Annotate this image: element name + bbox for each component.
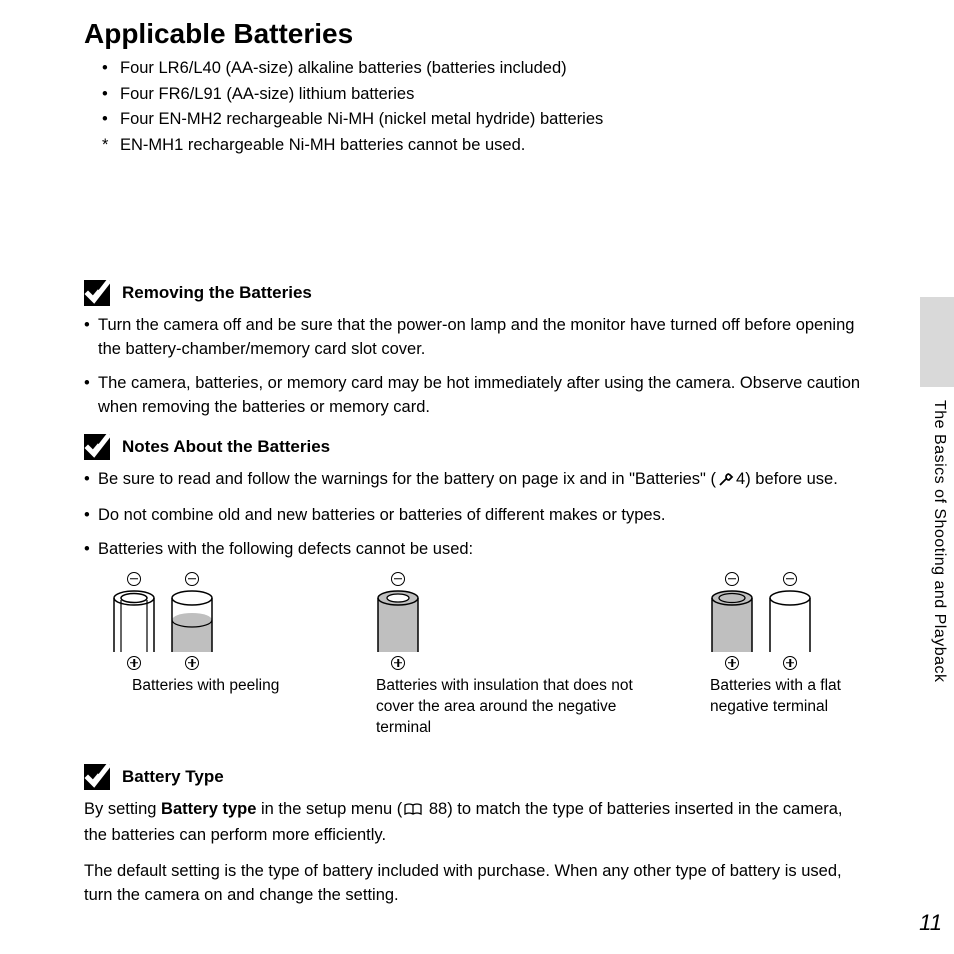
battery-icon bbox=[170, 590, 214, 652]
section-notes-batteries: Notes About the Batteries • Be sure to r… bbox=[84, 434, 862, 739]
section-title: Removing the Batteries bbox=[122, 283, 312, 303]
list-item: * EN-MH1 rechargeable Ni-MH batteries ca… bbox=[102, 133, 862, 159]
paragraph: The default setting is the type of batte… bbox=[84, 860, 862, 908]
section-removing-batteries: Removing the Batteries • Turn the camera… bbox=[84, 280, 862, 420]
list-item: • Four FR6/L91 (AA-size) lithium batteri… bbox=[102, 82, 862, 108]
battery-icon bbox=[112, 590, 156, 652]
plus-terminal-icon bbox=[783, 656, 797, 670]
minus-terminal-icon bbox=[725, 572, 739, 586]
section-title: Notes About the Batteries bbox=[122, 437, 330, 457]
list-item: • Do not combine old and new batteries o… bbox=[84, 504, 862, 528]
list-text: Be sure to read and follow the warnings … bbox=[98, 468, 838, 494]
section-header: Battery Type bbox=[84, 764, 862, 790]
minus-terminal-icon bbox=[185, 572, 199, 586]
bullet: • bbox=[84, 314, 98, 362]
page-content: Applicable Batteries • Four LR6/L40 (AA-… bbox=[0, 0, 862, 908]
list-item: • Four LR6/L40 (AA-size) alkaline batter… bbox=[102, 56, 862, 82]
list-item: • Turn the camera off and be sure that t… bbox=[84, 314, 862, 362]
list-text: EN-MH1 rechargeable Ni-MH batteries cann… bbox=[120, 133, 525, 159]
bullet: * bbox=[102, 133, 120, 159]
note-list: • Turn the camera off and be sure that t… bbox=[84, 314, 862, 420]
battery-icon bbox=[710, 590, 754, 652]
book-icon bbox=[404, 800, 422, 824]
defect-caption: Batteries with peeling bbox=[132, 676, 302, 697]
list-item: • The camera, batteries, or memory card … bbox=[84, 372, 862, 420]
page-number: 11 bbox=[919, 910, 942, 936]
list-text: Batteries with the following defects can… bbox=[98, 538, 473, 562]
section-header: Removing the Batteries bbox=[84, 280, 862, 306]
section-header: Notes About the Batteries bbox=[84, 434, 862, 460]
plus-terminal-icon bbox=[725, 656, 739, 670]
minus-terminal-icon bbox=[783, 572, 797, 586]
battery-list: • Four LR6/L40 (AA-size) alkaline batter… bbox=[102, 56, 862, 158]
bullet: • bbox=[102, 56, 120, 82]
section-side-label: The Basics of Shooting and Playback bbox=[930, 400, 948, 683]
list-text: Four LR6/L40 (AA-size) alkaline batterie… bbox=[120, 56, 567, 82]
defect-caption: Batteries with insulation that does not … bbox=[376, 676, 636, 739]
note-list: • Be sure to read and follow the warning… bbox=[84, 468, 862, 562]
wrench-icon bbox=[718, 470, 734, 494]
list-text: Turn the camera off and be sure that the… bbox=[98, 314, 862, 362]
defect-caption: Batteries with a flat negative terminal bbox=[710, 676, 880, 718]
plus-terminal-icon bbox=[391, 656, 405, 670]
battery-icon bbox=[376, 590, 420, 652]
bullet: • bbox=[102, 82, 120, 108]
battery-defect-insulation: Batteries with insulation that does not … bbox=[376, 572, 636, 739]
battery-icon bbox=[768, 590, 812, 652]
list-item: • Be sure to read and follow the warning… bbox=[84, 468, 862, 494]
plus-terminal-icon bbox=[185, 656, 199, 670]
checkmark-icon bbox=[84, 280, 110, 306]
bullet: • bbox=[84, 538, 98, 562]
list-text: Four EN-MH2 rechargeable Ni-MH (nickel m… bbox=[120, 107, 603, 133]
section-title: Battery Type bbox=[122, 767, 224, 787]
minus-terminal-icon bbox=[127, 572, 141, 586]
battery-defect-peeling: Batteries with peeling bbox=[112, 572, 302, 739]
battery-defect-illustrations: Batteries with peeling bbox=[112, 572, 862, 739]
list-text: The camera, batteries, or memory card ma… bbox=[98, 372, 862, 420]
bullet: • bbox=[102, 107, 120, 133]
section-battery-type: Battery Type By setting Battery type in … bbox=[84, 764, 862, 908]
list-text: Do not combine old and new batteries or … bbox=[98, 504, 665, 528]
minus-terminal-icon bbox=[391, 572, 405, 586]
checkmark-icon bbox=[84, 434, 110, 460]
list-item: • Four EN-MH2 rechargeable Ni-MH (nickel… bbox=[102, 107, 862, 133]
bullet: • bbox=[84, 468, 98, 494]
bold-text: Battery type bbox=[161, 800, 256, 818]
list-text: Four FR6/L91 (AA-size) lithium batteries bbox=[120, 82, 414, 108]
battery-defect-flat-terminal: Batteries with a flat negative terminal bbox=[710, 572, 880, 739]
bullet: • bbox=[84, 504, 98, 528]
page-title: Applicable Batteries bbox=[84, 18, 862, 50]
section-tab bbox=[920, 297, 954, 387]
list-item: • Batteries with the following defects c… bbox=[84, 538, 862, 562]
checkmark-icon bbox=[84, 764, 110, 790]
paragraph: By setting Battery type in the setup men… bbox=[84, 798, 862, 848]
bullet: • bbox=[84, 372, 98, 420]
plus-terminal-icon bbox=[127, 656, 141, 670]
